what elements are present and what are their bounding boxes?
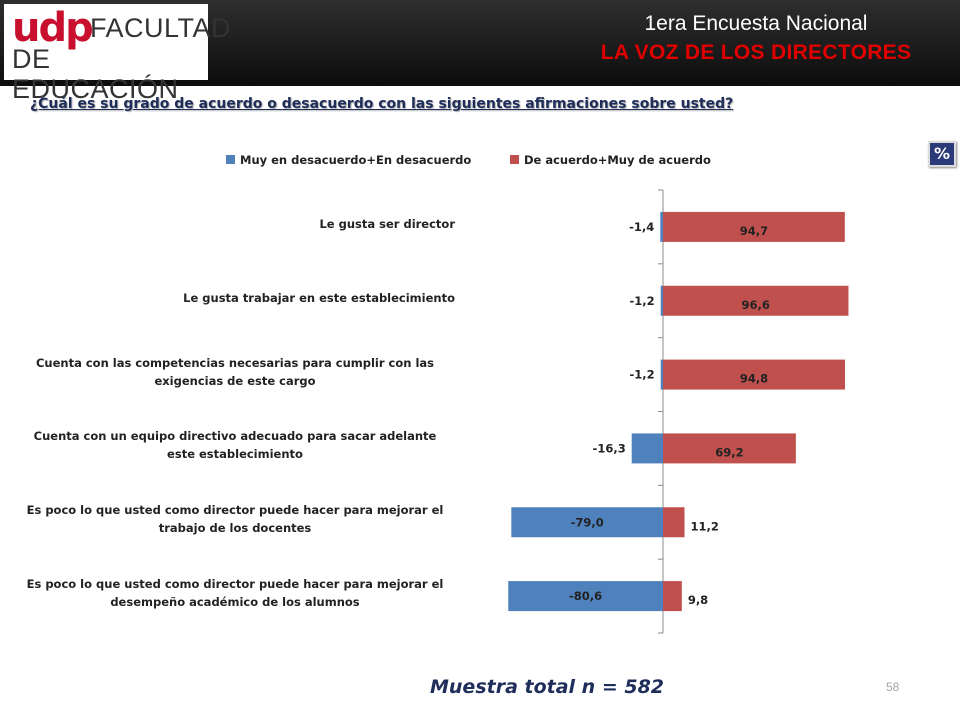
logo-line2: DE EDUCACIÓN: [12, 44, 179, 104]
category-label-line: trabajo de los docentes: [158, 521, 312, 536]
category-label: Cuenta con un equipo directivo adecuado …: [15, 427, 455, 463]
data-label-agree: 69,2: [715, 445, 743, 459]
bar-agree: [663, 359, 846, 390]
category-label-line: exigencias de este cargo: [154, 373, 316, 388]
bar-agree: [663, 433, 796, 464]
data-label-agree: 9,8: [688, 593, 708, 607]
category-label-line: Cuenta con un equipo directivo adecuado …: [33, 429, 437, 444]
category-label-line: Cuenta con las competencias necesarias p…: [35, 355, 434, 370]
legend-swatch-agree: [510, 155, 519, 164]
bar-agree: [663, 211, 845, 242]
bar-agree: [663, 285, 849, 316]
category-label-line: desempeño académico de los alumnos: [110, 595, 360, 610]
logo-line1: FACULTAD: [90, 13, 232, 43]
question-title: ¿Cuál es su grado de acuerdo o desacuerd…: [30, 96, 734, 112]
sample-size: Muestra total n = 582: [430, 676, 665, 698]
udp-logo: udp FACULTAD DE EDUCACIÓN: [4, 4, 231, 104]
category-label-line: Le gusta ser director: [319, 216, 455, 231]
bar-disagree: [660, 285, 663, 316]
category-label: Es poco lo que usted como director puede…: [15, 575, 455, 611]
logo-brand: udp: [12, 5, 94, 51]
data-label-agree: 94,7: [740, 224, 768, 238]
category-label-line: Es poco lo que usted como director puede…: [26, 503, 444, 518]
data-label-agree: 96,6: [742, 298, 770, 312]
data-label-disagree: -16,3: [593, 441, 626, 455]
category-label-line: Es poco lo que usted como director puede…: [26, 577, 444, 592]
bar-disagree: [631, 433, 663, 464]
category-label-line: Le gusta trabajar en este establecimient…: [183, 290, 455, 305]
data-label-agree: 11,2: [691, 519, 719, 533]
data-label-disagree: -80,6: [569, 589, 602, 603]
data-label-agree: 94,8: [740, 372, 768, 386]
percent-badge[interactable]: %: [928, 141, 956, 167]
category-label: Cuenta con las competencias necesarias p…: [15, 354, 455, 390]
data-label-disagree: -1,2: [630, 294, 655, 308]
bar-agree: [663, 581, 682, 612]
bar-disagree: [660, 211, 663, 242]
bar-disagree: [511, 507, 663, 538]
header-bar: udp FACULTAD DE EDUCACIÓN 1era Encuesta …: [0, 0, 960, 104]
category-label: Es poco lo que usted como director puede…: [15, 501, 455, 537]
category-label: Le gusta ser director: [15, 215, 455, 233]
legend-label-agree: De acuerdo+Muy de acuerdo: [524, 153, 711, 167]
bar-disagree: [508, 581, 663, 612]
data-label-disagree: -79,0: [571, 515, 604, 529]
legend-swatch-disagree: [226, 155, 235, 164]
bar-agree: [663, 507, 685, 538]
page-number: 58: [886, 680, 900, 694]
header-subtitle: LA VOZ DE LOS DIRECTORES: [600, 41, 912, 64]
legend-label-disagree: Muy en desacuerdo+En desacuerdo: [240, 153, 472, 167]
header-title: 1era Encuesta Nacional: [644, 12, 868, 35]
category-label-line: este establecimiento: [167, 447, 303, 462]
data-label-disagree: -1,2: [630, 368, 655, 382]
bar-disagree: [660, 359, 663, 390]
category-label: Le gusta trabajar en este establecimient…: [15, 289, 455, 307]
data-label-disagree: -1,4: [629, 220, 654, 234]
